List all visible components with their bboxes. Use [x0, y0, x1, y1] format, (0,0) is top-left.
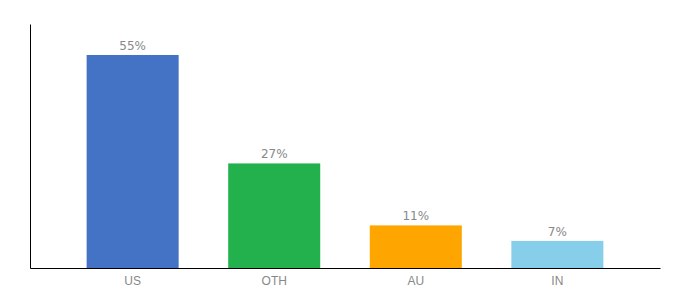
bar — [370, 225, 462, 268]
x-tick: IN — [551, 274, 563, 288]
x-axis-line — [31, 268, 661, 269]
bar — [228, 163, 320, 268]
y-axis — [30, 25, 31, 269]
x-tick-label: IN — [551, 274, 563, 288]
x-tick: US — [124, 274, 141, 288]
y-axis-line — [30, 25, 31, 269]
x-tick-label: OTH — [262, 274, 287, 288]
data-labels: 55% 27% 11% 7% — [119, 39, 567, 239]
x-tick-label: US — [124, 274, 141, 288]
data-label: 7% — [548, 225, 567, 239]
bar — [87, 55, 179, 268]
data-label: 27% — [261, 147, 288, 161]
plot: 55% 27% 11% 7% US OTH AU IN — [31, 25, 661, 288]
bars — [87, 55, 604, 268]
data-label: 11% — [402, 209, 429, 223]
chart: 55% 27% 11% 7% US OTH AU IN — [0, 0, 680, 300]
bar — [511, 241, 603, 268]
x-tick-label: AU — [407, 274, 424, 288]
x-tick: OTH — [262, 274, 287, 288]
x-axis: US OTH AU IN — [31, 269, 661, 288]
x-tick: AU — [407, 274, 424, 288]
data-label: 55% — [119, 39, 146, 53]
